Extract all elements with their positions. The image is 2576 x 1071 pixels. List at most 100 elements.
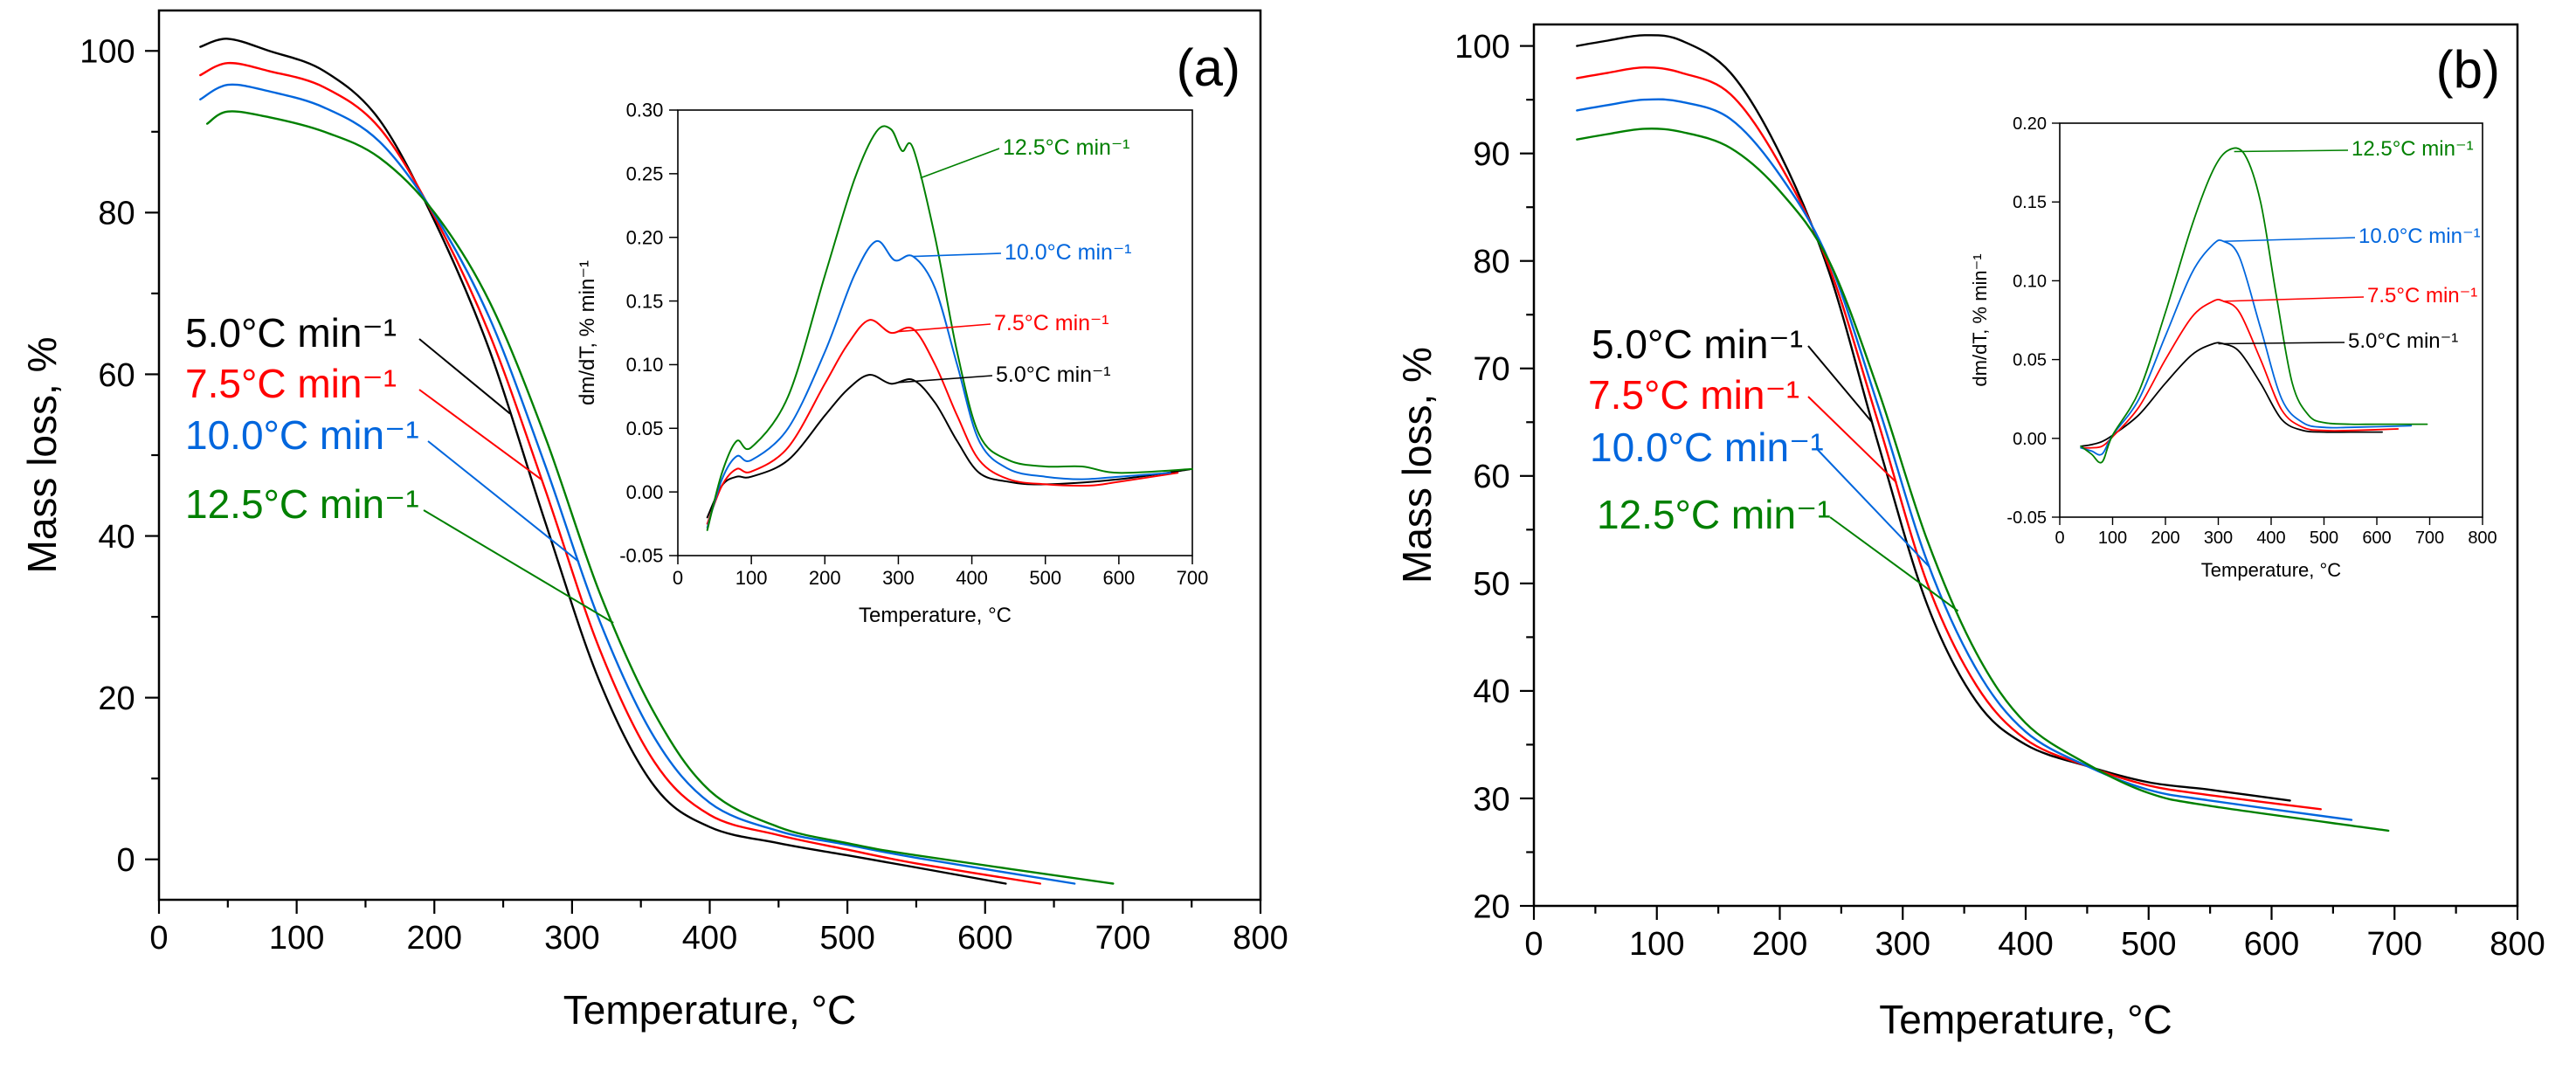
panel-a-x-tick-label: 700 — [1095, 920, 1150, 957]
panel-b-y-tick-label: 80 — [1473, 244, 1509, 280]
panel-b-y-tick-label: 100 — [1454, 29, 1509, 66]
panel-a-series-line-4 — [206, 110, 1115, 885]
panel-a-x-tick-label: 600 — [957, 920, 1012, 957]
panel-b-x-tick-label: 700 — [2367, 926, 2422, 963]
panel-a-inset-background — [678, 110, 1192, 556]
panel-b-inset-leader-line-2 — [2223, 296, 2365, 302]
panel-b-label: (b) — [2436, 40, 2500, 99]
panel-b-series-line-3 — [1576, 98, 2353, 821]
panel-a-y-tick-label: 60 — [98, 357, 135, 394]
panel-b: 0 100 200 300 400 500 600 700 800 20 30 40 50 60 70 80 9… — [1394, 23, 2545, 1042]
panel-b-series-line-2 — [1576, 66, 2322, 811]
panel-a-x-tick-label: 200 — [407, 920, 462, 957]
panel-a-inset-x-axis-label: Temperature, °C — [859, 604, 1012, 627]
panel-a-y-tick-label: 80 — [98, 196, 135, 232]
panel-a-inset-x-tick-label: 100 — [736, 567, 768, 589]
panel-b-x-tick-label: 0 — [1524, 926, 1543, 963]
panel-b-series-label-1: 5.0°C min⁻¹ — [1592, 321, 1803, 367]
panel-b-series-label-4: 12.5°C min⁻¹ — [1597, 492, 1831, 537]
panel-a-inset-series-label-1: 5.0°C min⁻¹ — [996, 363, 1111, 387]
panel-a-label: (a) — [1177, 38, 1240, 97]
panel-a-series-label-2: 7.5°C min⁻¹ — [185, 361, 397, 406]
panel-a: 0 100 200 300 400 500 600 700 800 0 20 40 60 80 100 Tem… — [19, 9, 1288, 1033]
panel-a-inset-y-tick-label: 0.20 — [626, 226, 664, 248]
panel-b-leader-line-3 — [1816, 448, 1930, 569]
panel-b-y-tick-label: 60 — [1473, 459, 1509, 495]
panel-a-inset-leader-line-2 — [898, 323, 991, 333]
panel-a-inset-leader-line-4 — [920, 148, 1000, 179]
panel-a-inset-x-tick-label: 300 — [882, 567, 915, 589]
panel-b-inset-x-tick-label: 400 — [2256, 529, 2285, 548]
panel-b-inset-y-axis-label: dm/dT, % min⁻¹ — [1969, 253, 1991, 386]
panel-a-x-axis-label: Temperature, °C — [563, 987, 856, 1033]
panel-b-series-label-3: 10.0°C min⁻¹ — [1590, 425, 1824, 470]
panel-b-inset-series-line-2 — [2080, 299, 2400, 449]
panel-b-x-tick-label: 800 — [2490, 926, 2545, 963]
panel-b-inset-background — [2060, 123, 2483, 517]
panel-b-inset-series-label-3: 10.0°C min⁻¹ — [2358, 225, 2481, 248]
panel-b-y-tick-label: 50 — [1473, 566, 1509, 603]
panel-a-inset-series-line-4 — [706, 125, 1193, 531]
panel-a-leader-line-1 — [418, 338, 511, 415]
panel-a-y-tick-label: 100 — [79, 34, 135, 71]
panel-a-inset-series-line-1 — [706, 374, 1193, 519]
panel-a-inset-series-label-3: 10.0°C min⁻¹ — [1005, 240, 1131, 265]
panel-a-x-tick-label: 100 — [269, 920, 324, 957]
panel-a-y-tick-label: 20 — [98, 681, 135, 717]
panel-a-inset-series-line-2 — [706, 319, 1179, 525]
panel-b-inset-series-label-4: 12.5°C min⁻¹ — [2352, 137, 2474, 161]
panel-a-inset-y-tick-label: -0.05 — [619, 545, 663, 567]
panel-b-inset-y-tick-label: 0.10 — [2013, 272, 2047, 291]
panel-a-inset-y-tick-label: 0.05 — [626, 418, 664, 439]
panel-a-y-axis-label: Mass loss, % — [19, 337, 65, 574]
panel-b-y-tick-label: 70 — [1473, 351, 1509, 388]
panel-a-inset-x-tick-label: 200 — [809, 567, 841, 589]
panel-b-x-axis-label: Temperature, °C — [1879, 997, 2172, 1042]
panel-b-inset-series-line-4 — [2080, 147, 2428, 464]
panel-b-inset-x-tick-label: 0 — [2055, 529, 2064, 548]
panel-a-inset-y-tick-label: 0.00 — [626, 481, 664, 503]
panel-a-inset-y-tick-label: 0.15 — [626, 290, 664, 312]
panel-b-inset-series-label-2: 7.5°C min⁻¹ — [2367, 284, 2477, 307]
panel-b-series-label-2: 7.5°C min⁻¹ — [1588, 372, 1799, 418]
panel-b-inset-y-tick-label: 0.05 — [2013, 351, 2047, 370]
panel-a-x-tick-label: 300 — [544, 920, 599, 957]
panel-a-series-label-3: 10.0°C min⁻¹ — [185, 412, 419, 458]
panel-a-inset-y-tick-label: 0.30 — [626, 100, 664, 121]
panel-b-x-tick-label: 500 — [2121, 926, 2176, 963]
panel-a-series-line-1 — [199, 38, 1007, 885]
panel-a-leader-line-4 — [423, 509, 614, 624]
panel-b-y-tick-label: 40 — [1473, 674, 1509, 710]
panel-b-inset-series-line-3 — [2080, 238, 2413, 456]
panel-b-leader-line-4 — [1829, 516, 1959, 612]
panel-a-x-tick-label: 0 — [149, 920, 168, 957]
panel-b-inset-x-tick-label: 500 — [2310, 529, 2338, 548]
panel-b-y-axis-label: Mass loss, % — [1394, 347, 1440, 584]
panel-a-inset-series-label-2: 7.5°C min⁻¹ — [994, 311, 1109, 335]
panel-b-x-tick-label: 300 — [1875, 926, 1930, 963]
panel-b-inset-leader-line-3 — [2223, 237, 2356, 243]
panel-a-inset-x-tick-label: 0 — [673, 567, 683, 589]
panel-a-inset-series-label-4: 12.5°C min⁻¹ — [1003, 135, 1129, 160]
panel-a-inset: 0 100 200 300 400 500 600 700 -0.05 0.00 0.05 0.10 0… — [576, 100, 1208, 627]
panel-a-series-line-3 — [199, 83, 1076, 885]
panel-b-inset-x-tick-label: 100 — [2098, 529, 2127, 548]
panel-b-inset-leader-line-1 — [2218, 342, 2345, 345]
panel-b-y-tick-label: 20 — [1473, 888, 1509, 925]
panel-a-series-label-4: 12.5°C min⁻¹ — [185, 481, 419, 527]
panel-a-series-line-2 — [199, 61, 1041, 885]
panel-b-inset-x-tick-label: 800 — [2468, 529, 2497, 548]
panel-b-inset-x-axis-label: Temperature, °C — [2201, 559, 2342, 581]
panel-b-inset-y-tick-label: 0.15 — [2013, 193, 2047, 212]
panel-b-x-tick-label: 100 — [1629, 926, 1684, 963]
panel-a-inset-y-tick-label: 0.25 — [626, 163, 664, 185]
panel-b-inset-x-tick-label: 200 — [2151, 529, 2179, 548]
panel-a-inset-x-tick-label: 600 — [1102, 567, 1135, 589]
panel-b-inset-y-tick-label: 0.20 — [2013, 114, 2047, 134]
panel-b-inset: 0 100 200 300 400 500 600 700 800 -0.05 0.00 0.05 0.… — [1969, 114, 2497, 581]
panel-b-leader-line-2 — [1807, 396, 1897, 484]
panel-b-x-tick-label: 400 — [1998, 926, 2053, 963]
panel-b-inset-x-tick-label: 300 — [2204, 529, 2233, 548]
panel-b-inset-series-line-1 — [2080, 342, 2383, 447]
